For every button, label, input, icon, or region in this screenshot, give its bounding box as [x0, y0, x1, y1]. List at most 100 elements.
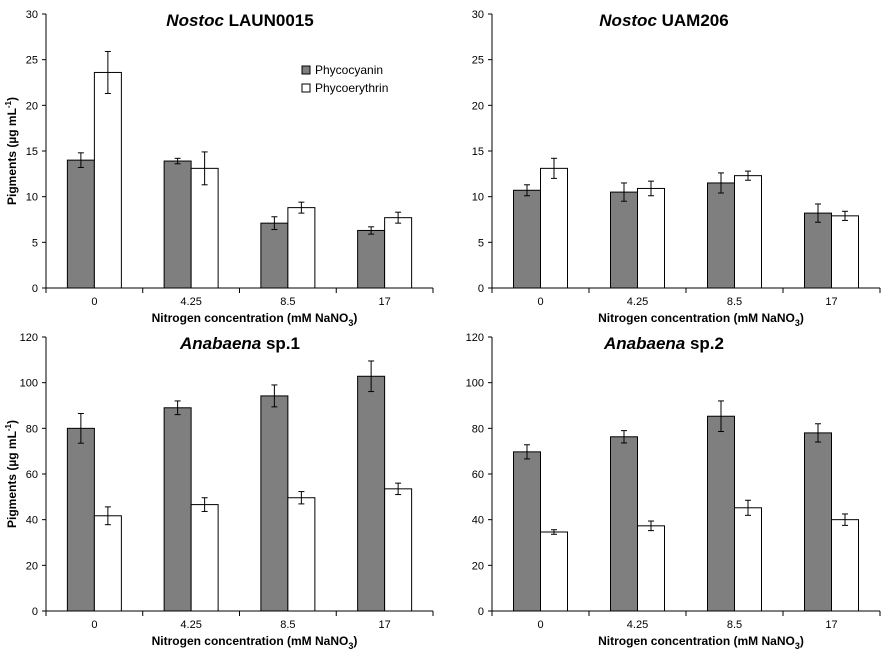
x-tick-label: 8.5	[280, 296, 295, 308]
y-tick-label: 60	[26, 469, 38, 481]
y-tick-label: 20	[472, 100, 484, 112]
bar-phycocyanin	[513, 451, 541, 612]
chart-title: Anabaena sp.1	[179, 334, 300, 353]
y-tick-label: 30	[26, 9, 38, 21]
bar-phycocyanin	[513, 189, 541, 289]
x-tick-label: 17	[825, 619, 837, 631]
x-tick-label: 0	[91, 619, 97, 631]
x-tick-label: 4.25	[627, 296, 648, 308]
legend-swatch-phycoerythrin	[301, 83, 311, 93]
x-axis-label-subscript: 3	[795, 318, 800, 328]
bar-phycocyanin	[163, 407, 192, 612]
chart-title-italic: Nostoc	[599, 11, 657, 30]
chart-panel-4: 0 20 40 60 80 100 120 0 4.25 8.5 17 Anabaena sp.2 Ni…	[466, 332, 881, 651]
y-tick-label: 5	[32, 237, 38, 249]
x-axis-label-subscript: 3	[348, 318, 353, 328]
chart-panel-3: 0 20 40 60 80 100 120 0 4.25 8.5 17 Anabaena sp.1 Ni…	[4, 332, 434, 651]
chart-title-rest: LAUN0015	[224, 11, 314, 30]
bar-phycoerythrin	[831, 215, 859, 289]
y-axis-label-end: )	[5, 420, 19, 424]
x-axis-label-text: Nitrogen concentration (mM NaNO	[598, 311, 795, 325]
y-axis-label-superscript: -1	[4, 100, 13, 108]
y-tick-label: 0	[478, 283, 484, 295]
chart-title: Nostoc UAM206	[599, 11, 728, 30]
y-tick-label: 20	[26, 100, 38, 112]
y-tick-label: 40	[26, 515, 38, 527]
x-axis-label-subscript: 3	[348, 641, 353, 651]
bar-phycoerythrin	[540, 167, 568, 289]
y-axis-label: Pigments (µg mL-1)	[4, 420, 19, 528]
y-tick-label: 10	[26, 192, 38, 204]
y-tick-label: 15	[26, 146, 38, 158]
x-tick-label: 8.5	[727, 296, 742, 308]
y-tick-label: 60	[472, 469, 484, 481]
chart-title-rest: sp.1	[261, 334, 300, 353]
bar-phycocyanin	[260, 222, 289, 289]
bar-phycoerythrin	[190, 504, 219, 612]
bar-phycoerythrin	[734, 507, 762, 612]
x-tick-label: 0	[537, 619, 543, 631]
x-axis-label: Nitrogen concentration (mM NaNO3)	[598, 634, 804, 651]
y-tick-label: 0	[478, 606, 484, 618]
x-axis-label-text: Nitrogen concentration (mM NaNO	[152, 311, 349, 325]
bar-phycoerythrin	[190, 167, 219, 289]
bar-phycoerythrin	[384, 217, 413, 289]
x-axis-label: Nitrogen concentration (mM NaNO3)	[598, 311, 804, 328]
x-axis-label-end: )	[800, 311, 804, 325]
chart-panel-1: 0 5 10 15 20 25 30 0 4.25 8.5 17 Nostoc LAUN0015 Nit…	[4, 9, 434, 328]
x-tick-label: 17	[379, 296, 391, 308]
y-tick-label: 20	[26, 560, 38, 572]
y-tick-label: 20	[472, 560, 484, 572]
bar-phycocyanin	[804, 212, 832, 289]
chart-title-italic: Anabaena	[603, 334, 685, 353]
x-tick-label: 8.5	[727, 619, 742, 631]
bar-phycoerythrin	[831, 519, 859, 612]
y-tick-label: 5	[478, 237, 484, 249]
bar-phycoerythrin	[287, 207, 316, 289]
y-tick-label: 120	[20, 332, 38, 344]
x-axis-label: Nitrogen concentration (mM NaNO3)	[152, 311, 358, 328]
chart-title-rest: UAM206	[657, 11, 729, 30]
bar-phycocyanin	[610, 191, 638, 289]
y-tick-label: 80	[472, 423, 484, 435]
y-axis-label: Pigments (µg mL-1)	[4, 97, 19, 205]
legend-label-phycoerythrin: Phycoerythrin	[315, 81, 388, 95]
y-tick-label: 100	[466, 378, 484, 390]
bar-phycoerythrin	[734, 175, 762, 289]
chart-title-italic: Anabaena	[179, 334, 261, 353]
y-axis-label-text: Pigments (µg mL	[5, 108, 19, 205]
x-tick-label: 17	[379, 619, 391, 631]
y-tick-label: 80	[26, 423, 38, 435]
y-tick-label: 40	[472, 515, 484, 527]
x-axis-label: Nitrogen concentration (mM NaNO3)	[152, 634, 358, 651]
y-tick-label: 0	[32, 606, 38, 618]
y-tick-label: 30	[472, 9, 484, 21]
x-axis-label-end: )	[800, 634, 804, 648]
x-axis-label-end: )	[353, 311, 357, 325]
y-tick-label: 120	[466, 332, 484, 344]
x-tick-label: 0	[91, 296, 97, 308]
y-tick-label: 100	[20, 378, 38, 390]
legend: Phycocyanin Phycoerythrin	[301, 63, 388, 95]
bar-phycocyanin	[357, 375, 386, 612]
bar-phycocyanin	[260, 395, 289, 612]
x-tick-label: 4.25	[180, 619, 201, 631]
chart-title-rest: sp.2	[685, 334, 724, 353]
y-axis-label-end: )	[5, 97, 19, 101]
y-tick-label: 0	[32, 283, 38, 295]
legend-label-phycocyanin: Phycocyanin	[315, 63, 383, 77]
x-tick-label: 0	[537, 296, 543, 308]
bar-phycocyanin	[707, 182, 735, 289]
x-tick-label: 17	[825, 296, 837, 308]
bar-phycoerythrin	[540, 531, 568, 612]
bar-phycocyanin	[163, 160, 192, 289]
chart-title: Anabaena sp.2	[603, 334, 724, 353]
chart-title-italic: Nostoc	[166, 11, 224, 30]
bar-phycoerythrin	[384, 488, 413, 612]
y-tick-label: 25	[472, 55, 484, 67]
bar-phycoerythrin	[637, 187, 665, 289]
bar-phycocyanin	[610, 436, 638, 612]
bar-phycocyanin	[66, 159, 95, 289]
x-tick-label: 4.25	[180, 296, 201, 308]
